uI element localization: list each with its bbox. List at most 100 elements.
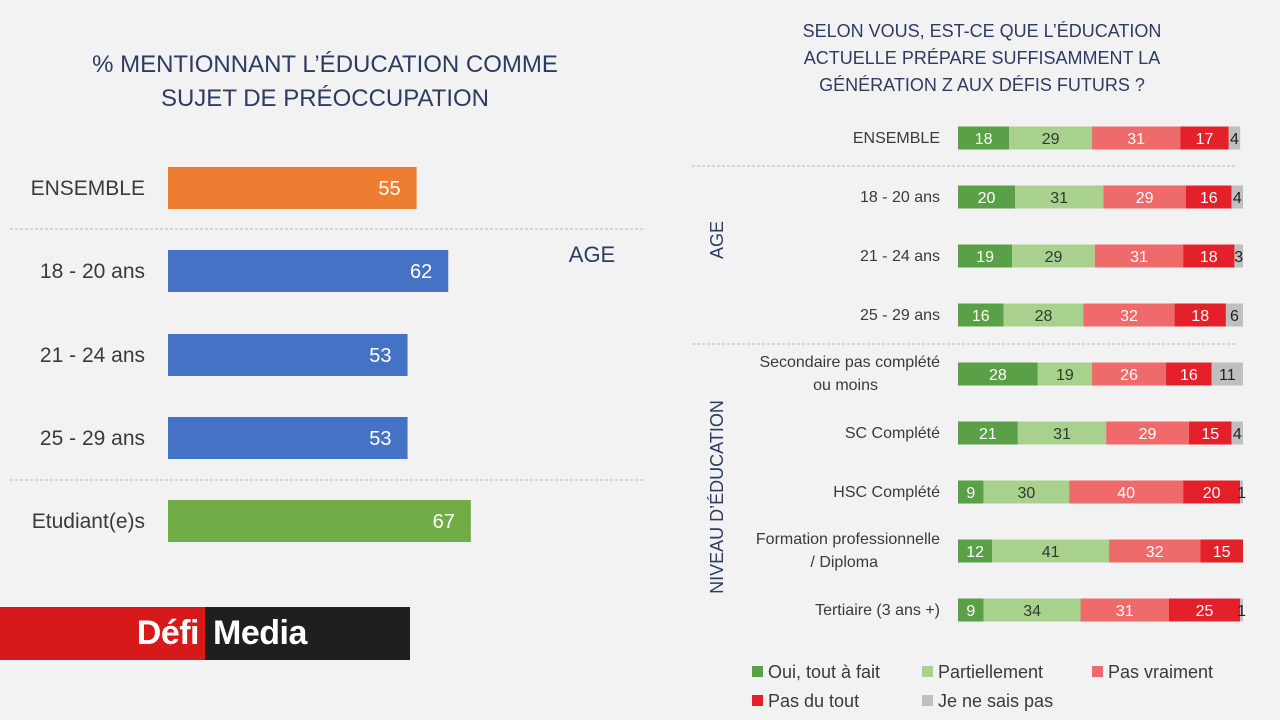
right-bar-segment	[1180, 126, 1229, 150]
right-bar-segment	[1109, 539, 1201, 563]
left-chart-title-line: SUJET DE PRÉOCCUPATION	[161, 85, 489, 112]
right-bar-segment	[1174, 303, 1226, 327]
right-chart-title-line: SELON VOUS, EST-CE QUE L’ÉDUCATION	[803, 21, 1162, 41]
left-bar	[168, 417, 408, 459]
right-bar-value: 16	[1200, 190, 1218, 207]
right-bar-value: 16	[972, 308, 990, 325]
left-chart-title-line: % MENTIONNANT L’ÉDUCATION COMME	[92, 51, 558, 78]
right-bar-segment	[1080, 598, 1169, 622]
right-chart-title-line: ACTUELLE PRÉPARE SUFFISAMMENT LA	[804, 48, 1160, 68]
defi-media-logo: Défi Media	[0, 607, 410, 660]
left-bar-value: 53	[369, 345, 391, 367]
right-bar-segment	[1106, 421, 1189, 445]
right-bar-value: 15	[1201, 426, 1219, 443]
right-bar-segment	[1240, 598, 1243, 622]
right-bar-value: 9	[966, 485, 975, 502]
right-bar-segment	[958, 126, 1010, 150]
legend-label: Partiellement	[938, 662, 1043, 682]
left-category-label: 25 - 29 ans	[40, 427, 145, 450]
right-bar-segment	[1231, 185, 1243, 209]
left-bar	[168, 250, 449, 292]
right-bar-value: 4	[1233, 190, 1242, 207]
right-bar-value: 31	[1130, 249, 1148, 266]
right-bar-value: 31	[1116, 603, 1134, 620]
right-bar-segment	[1168, 598, 1241, 622]
right-bar-segment	[1009, 126, 1092, 150]
right-bar-value: 1	[1237, 485, 1246, 502]
legend-swatch	[752, 695, 763, 706]
logo-media-text: Media	[205, 607, 410, 660]
right-bar-segment	[1225, 303, 1243, 327]
left-bar-value: 62	[410, 261, 432, 283]
right-bar-segment	[1015, 185, 1104, 209]
right-bar-value: 20	[1203, 485, 1221, 502]
right-bar-value: 18	[1200, 249, 1218, 266]
legend-swatch	[922, 695, 933, 706]
legend-swatch	[1092, 666, 1103, 677]
right-bar-value: 32	[1120, 308, 1138, 325]
legend-label: Pas vraiment	[1108, 662, 1213, 682]
right-bar-segment	[958, 244, 1013, 268]
right-bar-value: 26	[1120, 367, 1138, 384]
right-bar-segment	[1200, 539, 1243, 563]
right-bar-segment	[983, 598, 1081, 622]
right-bar-segment	[1186, 185, 1232, 209]
logo-defi-text: Défi	[0, 607, 205, 660]
right-bar-segment	[1091, 362, 1167, 386]
right-bar-value: 30	[1018, 485, 1036, 502]
right-bar-value: 4	[1233, 426, 1242, 443]
preoccupation-chart: % MENTIONNANT L’ÉDUCATION COMME SUJET DE …	[10, 51, 645, 542]
left-group-label-age: AGE	[569, 242, 615, 267]
left-bar-value: 55	[378, 178, 400, 200]
right-bar-segment	[1234, 244, 1243, 268]
right-bar-value: 18	[1191, 308, 1209, 325]
right-bar-segment	[1037, 362, 1092, 386]
right-bar-segment	[958, 598, 984, 622]
right-bar-value: 12	[966, 544, 984, 561]
right-category-label: 18 - 20 ans	[860, 189, 940, 206]
legend-swatch	[752, 666, 763, 677]
right-bar-segment	[983, 480, 1070, 504]
right-bar-value: 25	[1196, 603, 1214, 620]
right-bar-segment	[958, 539, 993, 563]
left-category-label: 18 - 20 ans	[40, 260, 145, 283]
right-group-label-age: AGE	[707, 221, 727, 259]
left-bar	[168, 334, 408, 376]
right-bar-segment	[1003, 303, 1084, 327]
right-category-label: SC Complété	[845, 425, 940, 442]
right-bar-segment	[1091, 126, 1181, 150]
left-category-label: ENSEMBLE	[31, 177, 145, 200]
right-bar-value: 31	[1127, 131, 1145, 148]
right-bar-segment	[1103, 185, 1186, 209]
right-bar-segment	[1231, 421, 1243, 445]
right-bar-segment	[1017, 421, 1107, 445]
right-bar-segment	[958, 303, 1004, 327]
right-group-label-education: NIVEAU D’ÉDUCATION	[707, 400, 727, 594]
right-bar-value: 15	[1213, 544, 1231, 561]
right-category-label: Secondaire pas complété	[759, 354, 940, 371]
right-bar-value: 32	[1146, 544, 1164, 561]
right-category-label: / Diploma	[810, 554, 878, 571]
right-bar-value: 31	[1053, 426, 1071, 443]
right-bar-value: 28	[1035, 308, 1053, 325]
right-category-label: HSC Complété	[833, 484, 940, 501]
right-bar-value: 21	[979, 426, 997, 443]
right-bar-segment	[992, 539, 1110, 563]
right-bar-segment	[1240, 480, 1243, 504]
right-bar-segment	[1211, 362, 1243, 386]
right-bar-value: 6	[1230, 308, 1239, 325]
right-bar-segment	[958, 185, 1015, 209]
right-bar-segment	[1083, 303, 1175, 327]
left-bar	[168, 500, 471, 542]
left-category-label: Etudiant(e)s	[32, 510, 145, 533]
legend-swatch	[922, 666, 933, 677]
right-bar-segment	[1094, 244, 1184, 268]
right-bar-segment	[958, 421, 1018, 445]
right-chart-title-line: GÉNÉRATION Z AUX DÉFIS FUTURS ?	[819, 75, 1145, 95]
left-bar-value: 67	[433, 511, 455, 533]
right-category-label: ENSEMBLE	[853, 130, 940, 147]
right-bar-value: 11	[1219, 367, 1236, 384]
right-bar-value: 31	[1050, 190, 1068, 207]
right-bar-value: 20	[978, 190, 996, 207]
legend-label: Je ne sais pas	[938, 691, 1053, 711]
